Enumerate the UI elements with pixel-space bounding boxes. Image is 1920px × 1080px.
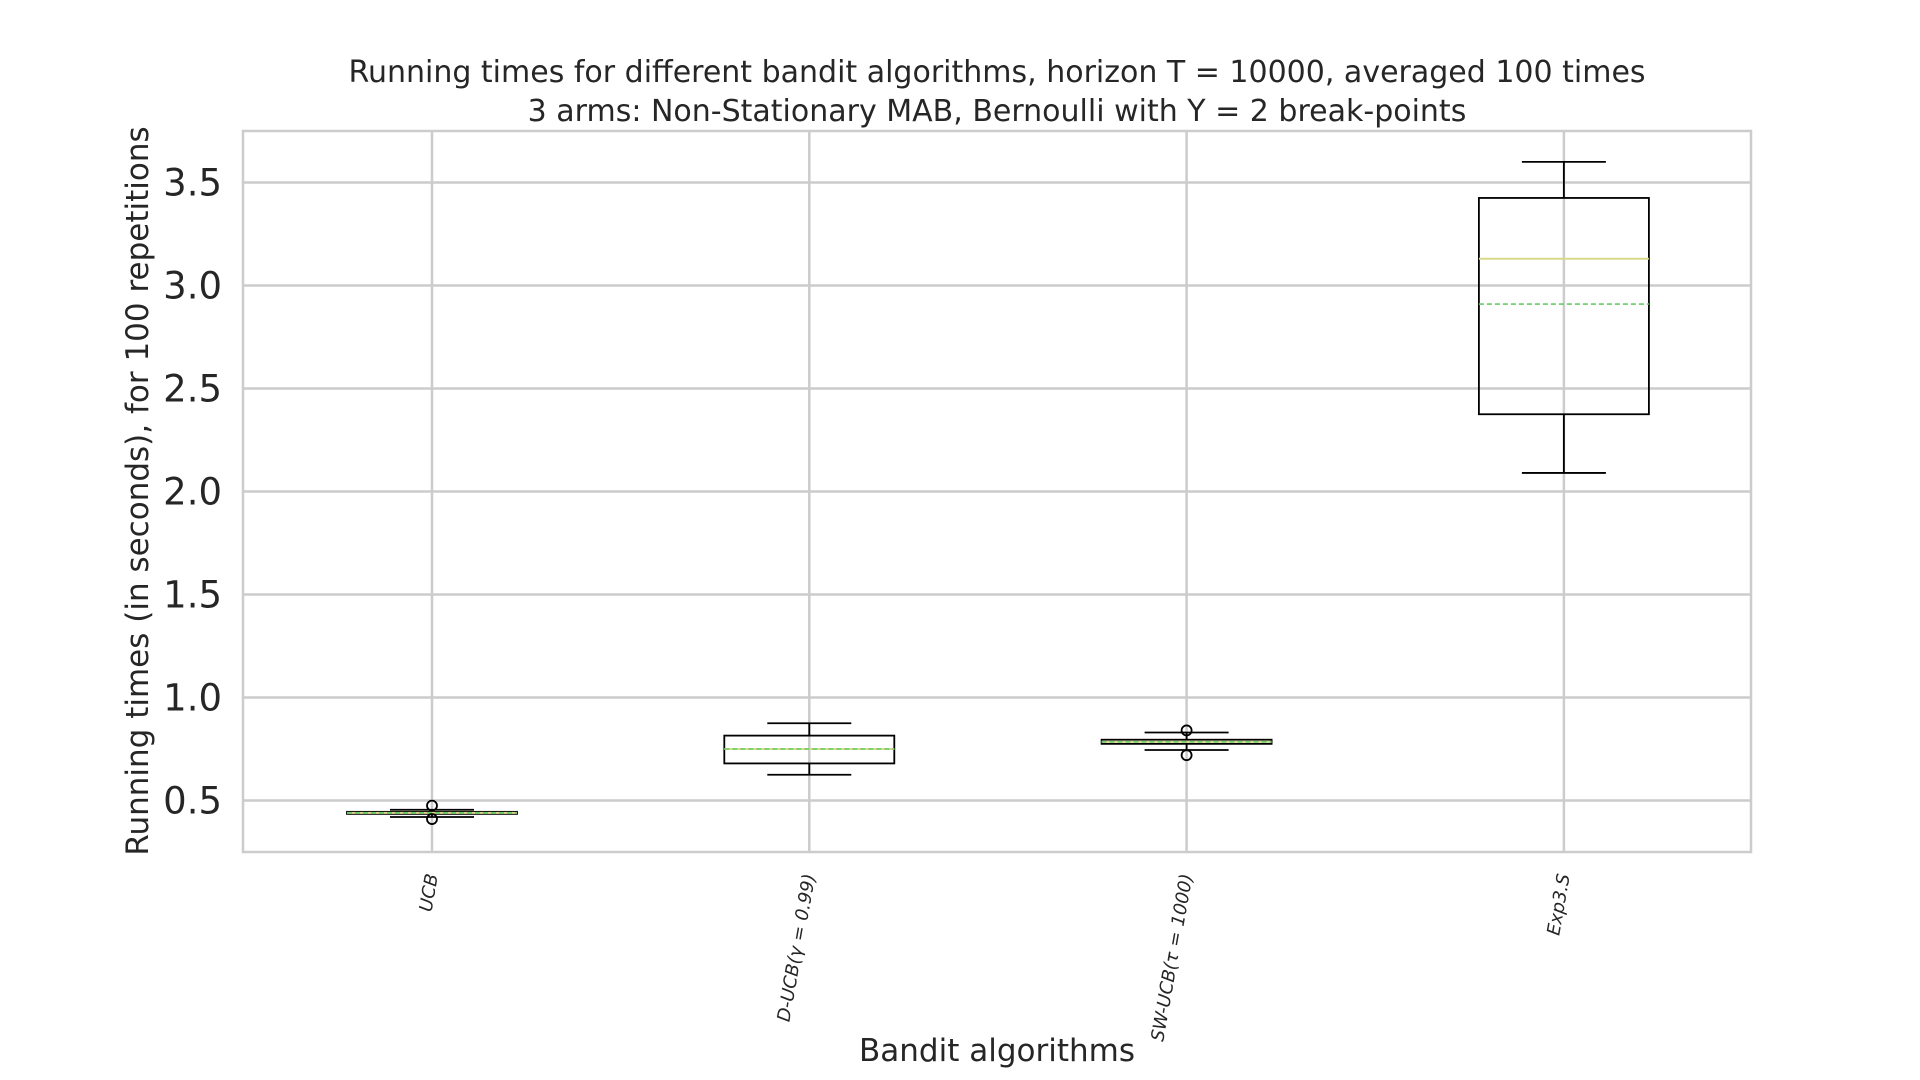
box-body (1478, 197, 1650, 416)
y-tick-label: 1.5 (163, 574, 222, 617)
chart-title-line2: 3 arms: Non-Stationary MAB, Bernoulli wi… (528, 94, 1467, 129)
box-1 (346, 799, 518, 825)
boxes (346, 160, 1650, 825)
box-2 (723, 722, 896, 776)
y-tick-label: 3.0 (163, 265, 222, 308)
y-tick-labels: 0.5 1.0 1.5 2.0 2.5 3.0 3.5 (163, 162, 222, 823)
y-tick-label: 0.5 (163, 780, 222, 823)
y-tick-label: 3.5 (163, 162, 222, 205)
plot-frame (241, 129, 1753, 854)
outlier-point (1180, 724, 1193, 737)
y-axis-label: Running times (in seconds), for 100 repe… (120, 126, 156, 855)
y-tick-label: 2.0 (163, 471, 222, 514)
y-tick-label: 1.0 (163, 677, 222, 720)
outlier-point (426, 799, 438, 812)
x-axis-label: Bandit algorithms (859, 1033, 1135, 1069)
outlier-point (426, 813, 438, 825)
box-4 (1478, 160, 1650, 474)
grid (243, 131, 1751, 852)
y-tick-label: 2.5 (163, 368, 222, 411)
box-3 (1100, 724, 1273, 762)
outlier-point (1180, 749, 1193, 762)
chart-title-line1: Running times for different bandit algor… (348, 55, 1645, 90)
